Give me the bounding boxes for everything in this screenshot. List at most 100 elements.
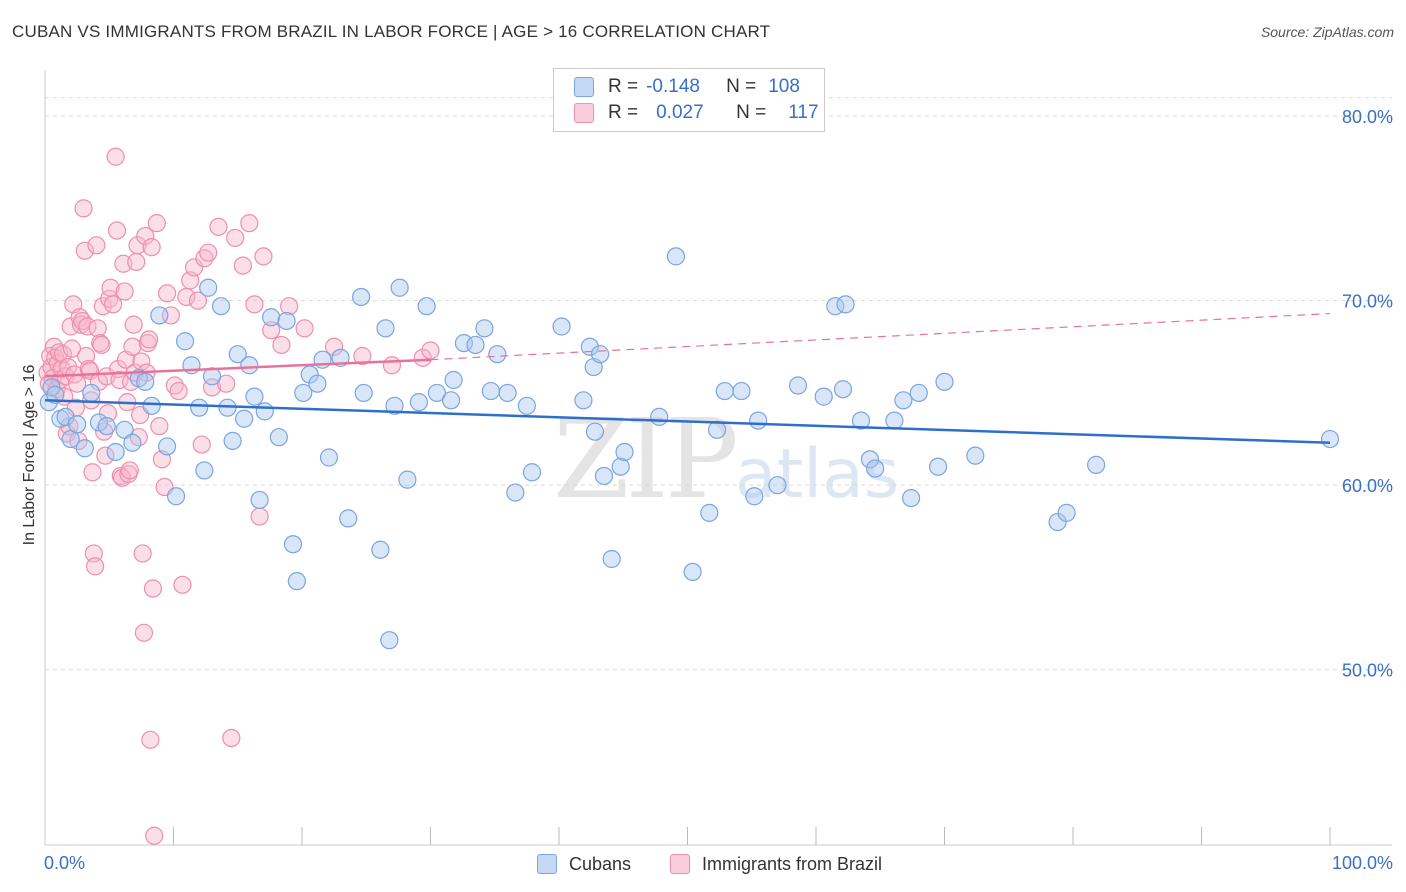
brazil-point <box>128 236 147 255</box>
brazil-point <box>83 463 102 482</box>
cuban-point <box>211 297 231 316</box>
cuban-point <box>240 356 259 375</box>
cuban-point <box>814 387 833 406</box>
brazil-point <box>92 335 111 355</box>
brazil-point <box>142 238 161 257</box>
cuban-point <box>390 278 409 297</box>
brazil-points <box>38 147 440 845</box>
brazil-point <box>147 214 166 233</box>
brazil-swatch <box>574 103 594 123</box>
y-tick-label: 60.0% <box>1342 476 1393 496</box>
y-tick-label: 80.0% <box>1342 107 1393 127</box>
n-label: N = <box>726 76 757 97</box>
y-tick-label: 50.0% <box>1342 661 1393 681</box>
cuban-point <box>106 442 125 462</box>
cuban-point <box>68 415 87 434</box>
brazil-point <box>421 341 440 360</box>
cuban-point <box>223 431 242 450</box>
cuban-point <box>836 295 855 314</box>
cuban-point <box>885 411 904 430</box>
cuban-point <box>376 319 395 338</box>
brazil-point <box>382 356 402 375</box>
cuban-point <box>235 409 254 428</box>
brazil-point <box>209 217 228 236</box>
brazil-point <box>104 295 123 314</box>
cuban-point <box>909 383 928 403</box>
watermark-atlas: atlas <box>734 435 900 514</box>
bottom-legend-cubans: Cubans <box>537 852 631 876</box>
cuban-point <box>331 348 350 367</box>
brazil-point <box>280 297 299 316</box>
cuban-point <box>732 381 751 401</box>
axes: 0.0% 100.0% <box>44 70 1393 873</box>
cuban-point <box>441 391 461 410</box>
n-value: 117 <box>788 102 819 123</box>
cuban-point <box>142 396 161 415</box>
cuban-point <box>269 428 288 447</box>
brazil-point <box>233 256 252 275</box>
cuban-point <box>245 387 264 406</box>
cubans-label: Cubans <box>569 853 632 874</box>
y-tick-labels: 50.0% 60.0% 70.0% 80.0% <box>1342 107 1393 681</box>
brazil-trend-extension <box>430 312 1331 361</box>
cuban-point <box>788 376 808 395</box>
brazil-point <box>143 579 163 598</box>
brazil-point <box>62 339 82 358</box>
brazil-point <box>139 330 159 349</box>
cuban-point <box>552 317 571 336</box>
brazil-point <box>74 199 93 218</box>
cuban-point <box>283 535 303 554</box>
cuban-point <box>46 385 65 404</box>
cuban-point <box>371 540 390 559</box>
cuban-point <box>1087 455 1106 474</box>
brazil-point <box>110 370 129 390</box>
brazil-point <box>413 348 432 367</box>
brazil-point <box>250 507 269 526</box>
r-label: R = <box>608 76 639 97</box>
cuban-point <box>150 306 169 325</box>
cuban-point <box>488 345 507 364</box>
cuban-point <box>287 572 306 591</box>
chart-title: CUBAN VS IMMIGRANTS FROM BRAZIL IN LABOR… <box>12 22 771 41</box>
cuban-point <box>615 442 634 462</box>
cuban-point <box>444 370 463 390</box>
brazil-point <box>133 544 152 563</box>
cubans-swatch <box>574 77 594 97</box>
y-axis-label: In Labor Force | Age > 16 <box>21 364 38 546</box>
brazil-point <box>124 315 143 334</box>
cuban-point <box>602 549 621 569</box>
x-tick-label: 100.0% <box>1332 853 1393 873</box>
x-tick-label: 0.0% <box>44 853 85 873</box>
cuban-trend-line <box>44 399 1331 444</box>
cuban-point <box>894 391 913 410</box>
brazil-point <box>136 226 155 246</box>
brazil-point <box>184 258 204 277</box>
cuban-point <box>935 372 954 391</box>
cuban-point <box>175 332 195 351</box>
cuban-point <box>354 383 373 403</box>
cuban-point <box>466 335 485 355</box>
brazil-point <box>84 544 103 563</box>
cuban-point <box>522 463 542 482</box>
cuban-point <box>574 391 593 410</box>
brazil-point <box>325 337 344 356</box>
cuban-point <box>250 490 269 510</box>
cuban-point <box>650 407 669 427</box>
stats-legend: R = -0.148 N = 108 R = 0.027 N = 117 <box>553 68 825 132</box>
bottom-legend-brazil: Immigrants from Brazil <box>670 852 882 876</box>
cuban-point <box>97 417 116 436</box>
brazil-point <box>169 381 188 401</box>
cuban-point <box>308 374 327 393</box>
legend-row-cubans: R = -0.148 N = 108 <box>574 75 800 99</box>
cuban-point <box>580 337 599 356</box>
cuban-point <box>352 287 371 307</box>
cuban-point <box>385 396 404 415</box>
cuban-point <box>454 333 474 353</box>
cuban-point <box>475 319 494 338</box>
brazil-point <box>173 575 192 594</box>
cuban-point <box>136 372 155 391</box>
cuban-point <box>294 383 313 403</box>
brazil-point <box>245 295 264 314</box>
brazil-point <box>188 291 208 310</box>
